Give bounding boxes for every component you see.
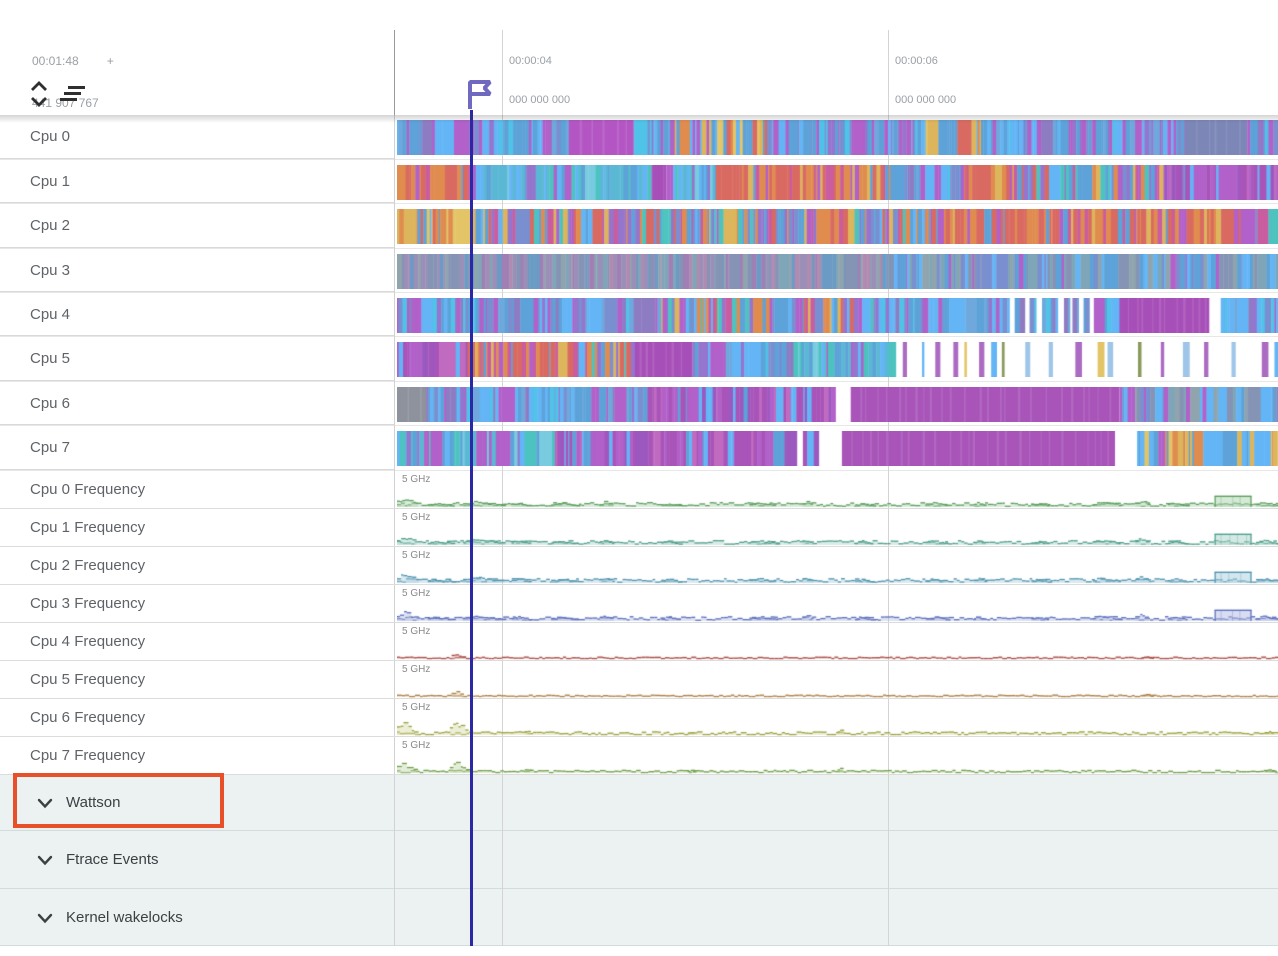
cpu-1-sched-track[interactable] [397,164,1278,200]
track-label: Cpu 4 Frequency [30,632,146,650]
chevron-down-icon[interactable] [36,794,54,817]
track-separator [0,469,1278,471]
cpu-5-track-shell[interactable]: Cpu 5 [0,337,394,381]
freq-scale-label: 5 GHz [402,473,431,485]
track-label: Cpu 6 [30,394,71,412]
cpu-2-freq-track[interactable] [397,547,1278,584]
cursor-time: 00:01:48 [32,54,79,68]
track-label: Cpu 3 [30,261,71,279]
track-separator [0,507,1278,509]
label-track-divider [394,115,395,947]
track-label: Cpu 1 Frequency [30,518,146,536]
track-label: Cpu 2 Frequency [30,556,146,574]
cpu-2-freq-track-shell[interactable]: Cpu 2 Frequency [0,546,394,584]
cpu-6-freq-track[interactable] [397,699,1278,736]
flag-icon[interactable] [465,76,495,117]
unfold-tracks-icon[interactable] [28,80,50,113]
cpu-2-track-shell[interactable]: Cpu 2 [0,204,394,248]
track-separator [0,659,1278,661]
track-separator [0,380,1278,382]
group-row-wattson[interactable] [0,774,1278,831]
track-separator [0,773,1278,775]
cpu-0-sched-track[interactable] [397,120,1278,156]
group-row-kernel-wakelocks[interactable] [0,888,1278,947]
cpu-5-freq-track-shell[interactable]: Cpu 5 Frequency [0,660,394,698]
track-separator [0,545,1278,547]
track-label: Cpu 6 Frequency [30,708,146,726]
track-separator [0,735,1278,737]
freq-scale-label: 5 GHz [402,701,431,713]
cpu-5-freq-track[interactable] [397,661,1278,698]
group-label: Wattson [66,793,121,811]
cpu-1-freq-track[interactable] [397,509,1278,546]
cpu-1-track-shell[interactable]: Cpu 1 [0,159,394,204]
cpu-4-track-shell[interactable]: Cpu 4 [0,293,394,337]
time-tick-label: 00:00:04 000 000 000 [509,55,571,106]
plus-sign: + [106,54,114,68]
time-tick-label: 00:00:06 000 000 000 [895,55,957,106]
cpu-7-freq-track[interactable] [397,737,1278,774]
track-label: Cpu 2 [30,217,71,235]
cpu-4-sched-track[interactable] [397,298,1278,333]
track-label: Cpu 5 [30,350,71,368]
label-track-divider [394,30,395,115]
cpu-0-track-shell[interactable]: Cpu 0 [0,115,394,159]
track-label: Cpu 7 Frequency [30,746,146,764]
track-separator [0,583,1278,585]
cpu-6-sched-track[interactable] [397,386,1278,422]
cpu-3-track-shell[interactable]: Cpu 3 [0,248,394,292]
sort-tracks-icon[interactable] [58,84,88,109]
cpu-7-sched-track[interactable] [397,431,1278,467]
freq-scale-label: 5 GHz [402,739,431,751]
cpu-3-sched-track[interactable] [397,253,1278,289]
cpu-5-sched-track[interactable] [397,342,1278,378]
track-label: Cpu 1 [30,172,71,190]
track-separator [0,203,1278,205]
track-label: Cpu 3 Frequency [30,594,146,612]
freq-scale-label: 5 GHz [402,663,431,675]
cpu-7-track-shell[interactable]: Cpu 7 [0,426,394,470]
cpu-6-track-shell[interactable]: Cpu 6 [0,381,394,426]
chevron-down-icon[interactable] [36,909,54,932]
cpu-6-freq-track-shell[interactable]: Cpu 6 Frequency [0,698,394,736]
cpu-2-sched-track[interactable] [397,209,1278,245]
track-label: Cpu 4 [30,306,71,323]
group-row-ftrace-events[interactable] [0,831,1278,889]
cpu-3-freq-track-shell[interactable]: Cpu 3 Frequency [0,584,394,622]
cpu-0-freq-track-shell[interactable]: Cpu 0 Frequency [0,470,394,508]
track-label: Cpu 5 Frequency [30,670,146,688]
freq-scale-label: 5 GHz [402,549,431,561]
cpu-3-freq-track[interactable] [397,585,1278,622]
track-separator [0,247,1278,249]
group-label: Ftrace Events [66,850,159,868]
track-label: Cpu 7 [30,439,71,457]
cpu-4-freq-track[interactable] [397,623,1278,660]
track-separator [0,697,1278,699]
cpu-4-freq-track-shell[interactable]: Cpu 4 Frequency [0,622,394,660]
cursor-line [470,110,473,947]
track-label: Cpu 0 [30,128,71,146]
freq-scale-label: 5 GHz [402,511,431,523]
track-separator [0,425,1278,427]
track-separator [0,621,1278,623]
freq-scale-label: 5 GHz [402,625,431,637]
cpu-7-freq-track-shell[interactable]: Cpu 7 Frequency [0,736,394,774]
group-label: Kernel wakelocks [66,908,183,926]
chevron-down-icon[interactable] [36,851,54,874]
cpu-0-freq-track[interactable] [397,471,1278,508]
track-label: Cpu 0 Frequency [30,480,146,498]
cpu-1-freq-track-shell[interactable]: Cpu 1 Frequency [0,508,394,546]
freq-scale-label: 5 GHz [402,587,431,599]
track-separator [0,336,1278,338]
track-separator [0,158,1278,160]
track-separator [0,292,1278,293]
